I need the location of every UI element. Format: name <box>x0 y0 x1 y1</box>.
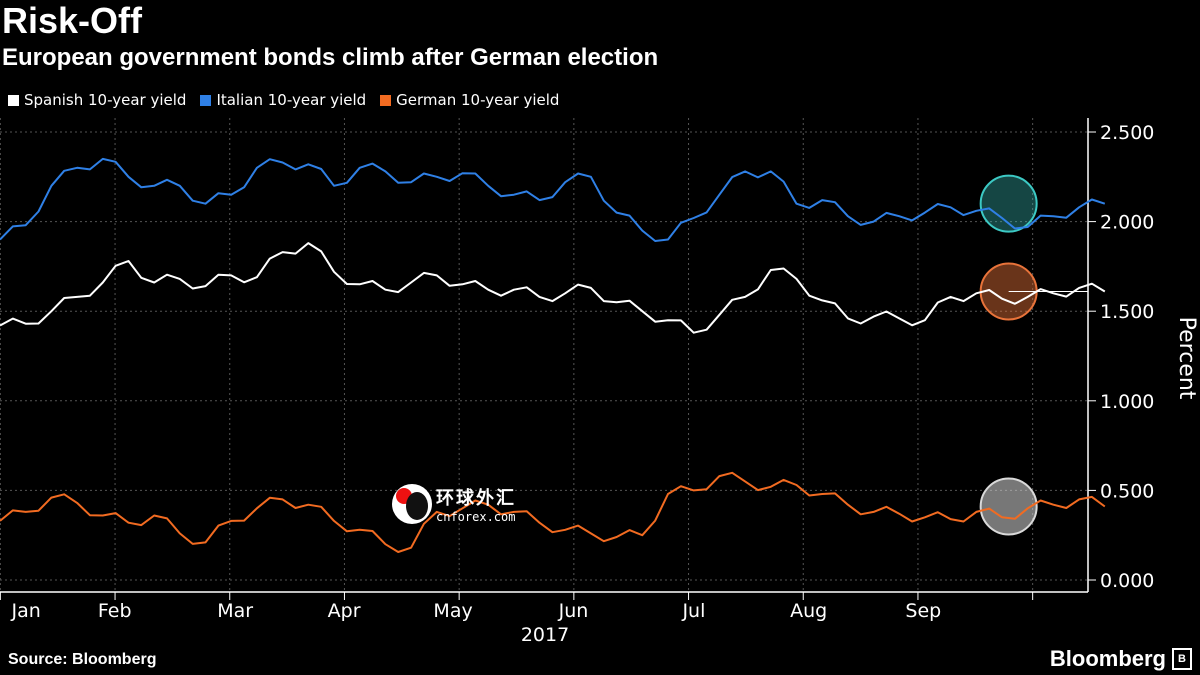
x-tick-label: Aug <box>790 600 827 622</box>
x-tick-label: Apr <box>328 600 361 622</box>
x-tick-label: Jan <box>10 600 40 622</box>
legend-item-italian: Italian 10-year yield <box>200 91 366 109</box>
legend: Spanish 10-year yield Italian 10-year yi… <box>8 91 559 109</box>
x-tick-label: Jul <box>681 600 705 622</box>
brand-name: Bloomberg <box>1049 646 1166 671</box>
y-tick-label: 1.000 <box>1100 391 1154 413</box>
highlight-circle <box>979 477 1038 536</box>
legend-label-spanish: Spanish 10-year yield <box>24 91 187 109</box>
y-tick-label: 0.000 <box>1100 570 1154 592</box>
watermark-text: 环球外汇 cnforex.com <box>436 484 516 524</box>
series-line-italian <box>0 157 1106 242</box>
brand-logo: Bloomberg B <box>1050 646 1192 672</box>
brand-mark-icon: B <box>1172 648 1192 670</box>
legend-swatch-german <box>380 94 392 106</box>
x-tick-label: Jun <box>558 600 589 622</box>
x-axis-label: 2017 <box>521 624 569 646</box>
y-tick-label: 1.500 <box>1100 301 1154 323</box>
x-tick-label: May <box>433 600 472 622</box>
series-line-spanish <box>0 242 1106 334</box>
watermark-en: cnforex.com <box>436 510 516 524</box>
source-note: Source: Bloomberg <box>8 651 157 668</box>
y-tick-label: 0.500 <box>1100 480 1154 502</box>
chart-subtitle: European government bonds climb after Ge… <box>2 44 659 71</box>
legend-label-german: German 10-year yield <box>396 91 560 109</box>
x-tick-label: Feb <box>98 600 132 622</box>
y-axis-label: Percent <box>1174 317 1199 400</box>
y-tick-label: 2.000 <box>1100 212 1154 234</box>
watermark-logo-icon <box>392 484 432 524</box>
legend-label-italian: Italian 10-year yield <box>216 91 367 109</box>
legend-item-german: German 10-year yield <box>380 91 559 109</box>
legend-swatch-italian <box>200 94 212 106</box>
watermark-cn: 环球外汇 <box>436 488 516 509</box>
x-tick-label: Mar <box>217 600 253 622</box>
x-tick-label: Sep <box>905 600 941 622</box>
legend-swatch-spanish <box>8 94 19 106</box>
series-line-german <box>0 471 1106 553</box>
y-tick-label: 2.500 <box>1100 122 1154 144</box>
watermark: 环球外汇 cnforex.com <box>392 484 516 524</box>
chart-title: Risk-Off <box>2 0 143 41</box>
legend-item-spanish: Spanish 10-year yield <box>8 91 186 109</box>
highlight-circle <box>979 174 1038 233</box>
